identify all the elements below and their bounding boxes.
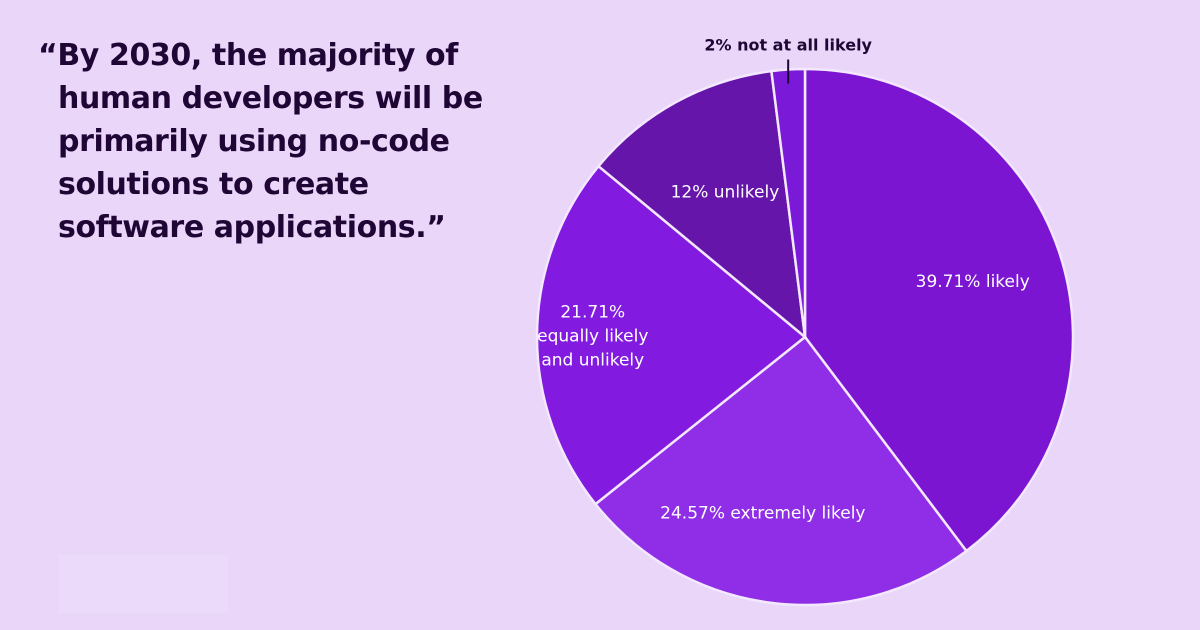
slice-label-extremely-likely: 24.57% extremely likely (660, 503, 865, 523)
pie-slice-equally (535, 164, 807, 506)
headline-quote: “By 2030, the majority of human develope… (38, 34, 508, 249)
pie-slices (535, 67, 1075, 607)
quote-line-5: software applications.” (58, 210, 446, 245)
quote-line-4: solutions to create (58, 167, 369, 202)
quote-line-1: “By 2030, the majority of (38, 38, 458, 73)
slice-label-unlikely: 12% unlikely (671, 182, 780, 202)
slice-label-not-at-all: 2% not at all likely (704, 36, 872, 55)
pie-labels: 39.71% likely 24.57% extremely likely 21.7… (537, 36, 1030, 524)
quote-line-3: primarily using no-code (58, 124, 450, 159)
slice-label-likely: 39.71% likely (916, 272, 1030, 292)
pie-slice-unlikely (596, 69, 807, 340)
quote-line-2: human developers will be (58, 81, 483, 116)
watermark-logo (58, 555, 228, 613)
pie-slice-extremely-likely (593, 335, 969, 607)
slice-label-equally: 21.71% equally likely and unlikely (537, 302, 648, 370)
pie-slice-likely (803, 67, 1075, 553)
